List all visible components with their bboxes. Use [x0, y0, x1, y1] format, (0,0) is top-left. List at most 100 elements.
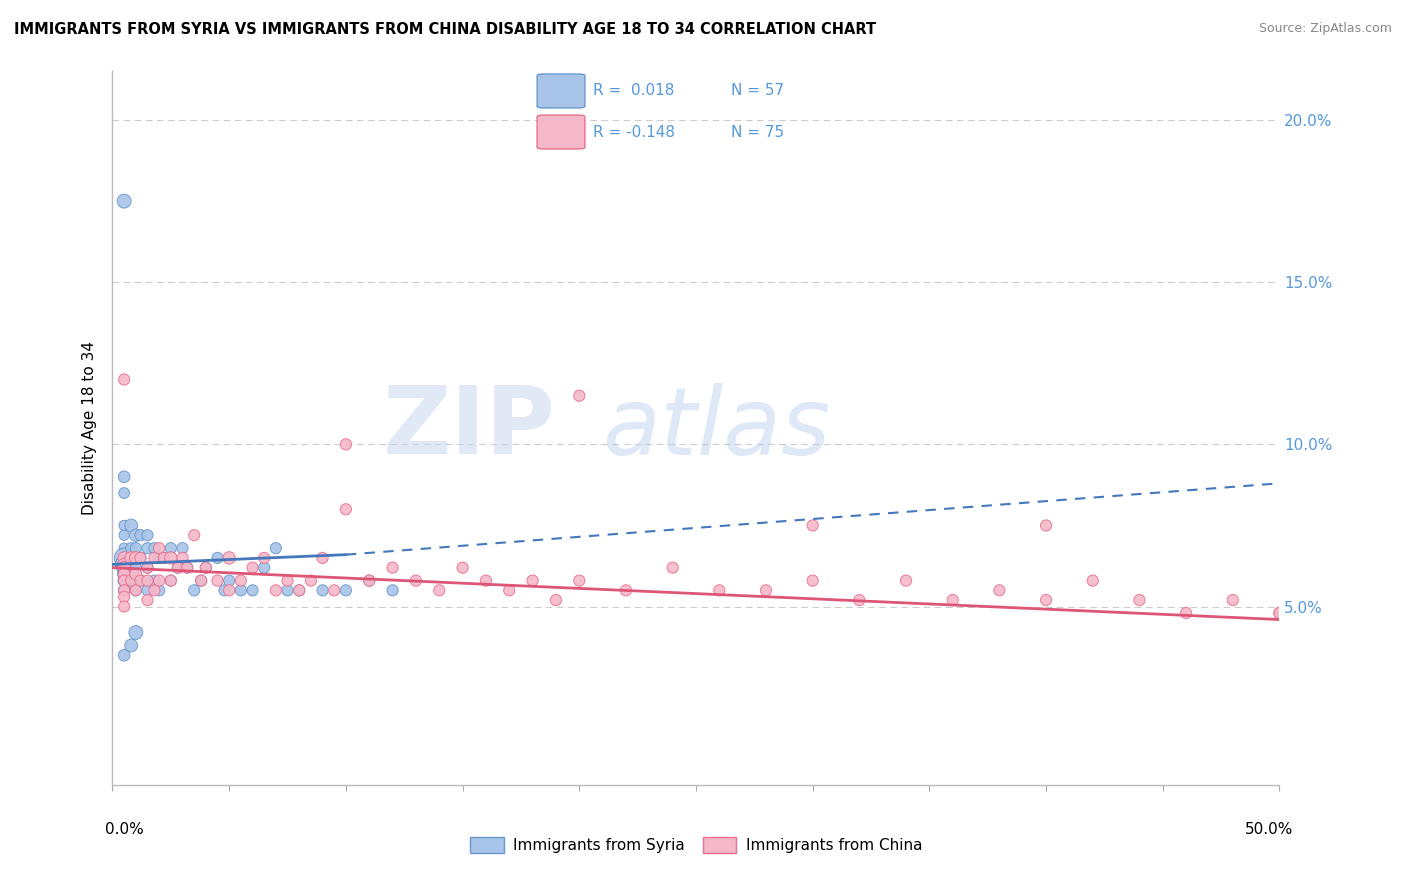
Point: [1035, 518, 1057, 533]
Text: IMMIGRANTS FROM SYRIA VS IMMIGRANTS FROM CHINA DISABILITY AGE 18 TO 34 CORRELATI: IMMIGRANTS FROM SYRIA VS IMMIGRANTS FROM…: [14, 22, 876, 37]
Text: R = -0.148: R = -0.148: [593, 125, 675, 139]
Point: [253, 560, 276, 574]
Point: [451, 560, 474, 574]
Point: [112, 574, 135, 588]
Point: [288, 583, 311, 598]
Point: [125, 550, 148, 565]
Point: [381, 583, 404, 598]
Point: [218, 550, 240, 565]
Point: [276, 574, 298, 588]
Point: [264, 583, 287, 598]
Point: [160, 541, 183, 556]
Point: [194, 560, 217, 574]
Point: [166, 560, 188, 574]
Point: [848, 593, 870, 607]
Point: [120, 541, 142, 556]
Text: N = 57: N = 57: [731, 84, 785, 98]
Point: [1081, 574, 1104, 588]
Point: [120, 518, 142, 533]
Point: [125, 583, 148, 598]
Point: [359, 574, 381, 588]
Point: [125, 550, 148, 565]
Point: [242, 560, 264, 574]
Point: [129, 574, 152, 588]
Point: [568, 389, 591, 403]
Legend: Immigrants from Syria, Immigrants from China: Immigrants from Syria, Immigrants from C…: [464, 831, 928, 859]
Point: [112, 194, 135, 208]
Point: [148, 574, 170, 588]
Point: [276, 583, 298, 598]
Y-axis label: Disability Age 18 to 34: Disability Age 18 to 34: [82, 341, 97, 516]
Point: [125, 560, 148, 574]
Point: [160, 574, 183, 588]
Point: [143, 541, 166, 556]
Point: [218, 574, 240, 588]
Point: [112, 558, 135, 572]
Point: [129, 528, 152, 542]
Point: [229, 574, 252, 588]
Point: [207, 574, 229, 588]
Point: [136, 560, 159, 574]
Point: [218, 583, 240, 598]
Point: [755, 583, 778, 598]
Point: [1175, 606, 1198, 620]
Point: [112, 567, 135, 582]
Point: [288, 583, 311, 598]
Point: [112, 486, 135, 500]
Point: [129, 550, 152, 565]
Point: [894, 574, 917, 588]
Point: [136, 528, 159, 542]
Point: [988, 583, 1011, 598]
Point: [129, 574, 152, 588]
Text: Source: ZipAtlas.com: Source: ZipAtlas.com: [1258, 22, 1392, 36]
Point: [143, 550, 166, 565]
FancyBboxPatch shape: [537, 115, 585, 149]
Point: [544, 593, 567, 607]
Point: [120, 574, 142, 588]
Point: [194, 560, 217, 574]
Point: [129, 550, 152, 565]
Text: N = 75: N = 75: [731, 125, 785, 139]
Point: [801, 574, 824, 588]
Point: [125, 567, 148, 582]
Point: [160, 574, 183, 588]
Point: [112, 541, 135, 556]
Point: [190, 574, 212, 588]
Point: [112, 550, 135, 565]
Point: [120, 639, 142, 653]
Point: [172, 550, 194, 565]
Point: [427, 583, 450, 598]
Point: [190, 574, 212, 588]
Point: [1222, 593, 1244, 607]
Point: [253, 550, 276, 565]
Point: [125, 541, 148, 556]
Point: [125, 574, 148, 588]
Point: [112, 560, 135, 574]
FancyBboxPatch shape: [537, 74, 585, 108]
Point: [112, 599, 135, 614]
Point: [311, 550, 333, 565]
Text: 50.0%: 50.0%: [1246, 822, 1294, 837]
Point: [112, 567, 135, 582]
Point: [229, 583, 252, 598]
Point: [1035, 593, 1057, 607]
Point: [112, 550, 135, 565]
Point: [207, 550, 229, 565]
Point: [335, 583, 357, 598]
Point: [522, 574, 544, 588]
Point: [112, 574, 135, 588]
Point: [153, 550, 176, 565]
Point: [125, 625, 148, 640]
Text: ZIP: ZIP: [382, 382, 555, 475]
Point: [136, 560, 159, 574]
Point: [153, 550, 176, 565]
Point: [112, 583, 135, 598]
Point: [709, 583, 731, 598]
Point: [120, 574, 142, 588]
Point: [136, 574, 159, 588]
Point: [359, 574, 381, 588]
Point: [335, 437, 357, 451]
Point: [143, 583, 166, 598]
Point: [614, 583, 637, 598]
Point: [299, 574, 322, 588]
